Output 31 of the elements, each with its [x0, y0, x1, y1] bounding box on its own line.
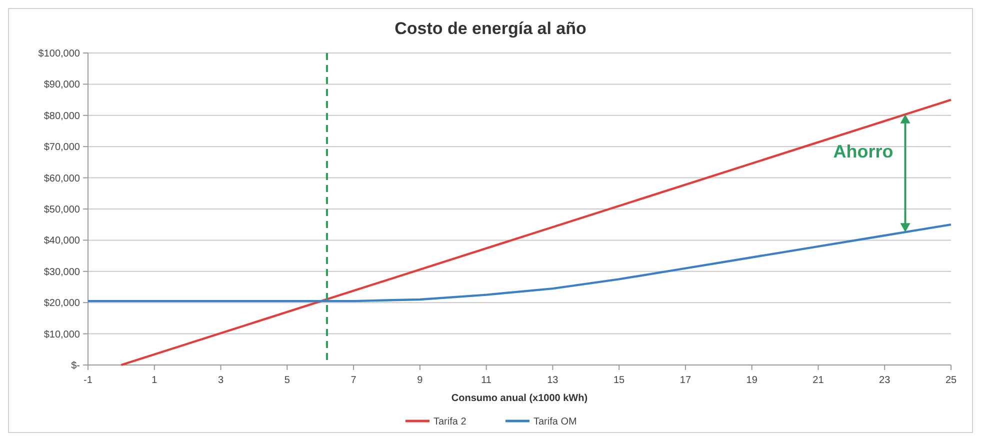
x-tick-label: 7 [350, 375, 357, 386]
x-tick-label: 23 [879, 375, 891, 386]
y-tick-label: $80,000 [44, 110, 80, 122]
x-tick-label: 25 [945, 375, 957, 386]
x-tick-label: 1 [152, 375, 158, 386]
x-tick-label: 3 [218, 375, 224, 386]
x-tick-label: 11 [481, 375, 492, 386]
x-tick-label: 19 [746, 375, 758, 386]
x-tick-label: -1 [84, 375, 93, 386]
y-tick-label: $60,000 [44, 173, 80, 184]
y-tick-label: $40,000 [44, 236, 80, 247]
y-tick-label: $20,000 [44, 298, 80, 310]
x-axis-title: Consumo anual (x1000 kWh) [451, 393, 588, 404]
x-tick-label: 13 [547, 375, 559, 386]
y-tick-label: $90,000 [44, 80, 80, 91]
legend-label: Tarifa OM [534, 416, 577, 428]
x-tick-label: 21 [812, 375, 824, 386]
y-tick-label: $50,000 [44, 204, 80, 216]
chart-title: Costo de energía al año [394, 19, 586, 38]
legend-label: Tarifa 2 [434, 416, 467, 428]
y-tick-label: $100,000 [38, 48, 80, 60]
y-tick-label: $30,000 [44, 266, 80, 278]
annotation: Ahorro [833, 142, 894, 162]
x-tick-label: 9 [417, 375, 424, 386]
y-tick-label: $- [71, 360, 80, 372]
line-series [86, 224, 952, 302]
x-tick-label: 5 [284, 375, 290, 386]
x-tick-label: 17 [680, 375, 692, 386]
y-tick-label: $10,000 [44, 329, 80, 340]
x-tick-label: 15 [614, 375, 626, 386]
y-tick-label: $70,000 [44, 142, 80, 154]
